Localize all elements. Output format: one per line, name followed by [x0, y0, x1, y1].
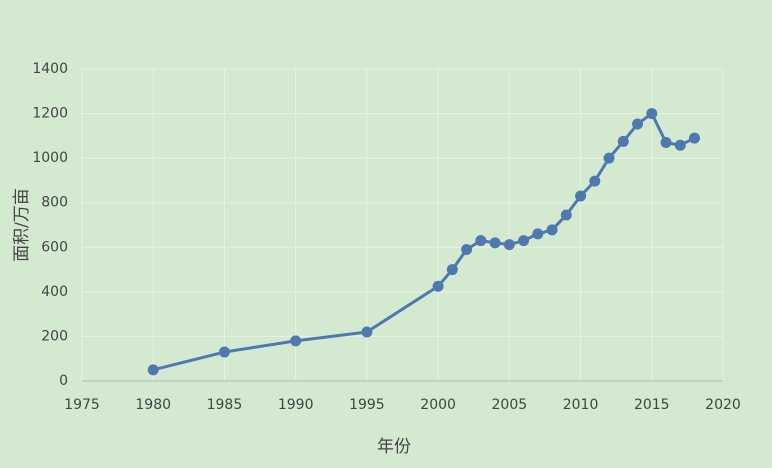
data-point [446, 264, 458, 276]
x-axis-label: 年份 [377, 437, 411, 457]
y-tick-label: 1000 [32, 150, 68, 166]
x-tick-label: 2020 [705, 397, 741, 413]
data-point [546, 224, 558, 236]
data-point [489, 237, 501, 249]
y-tick-label: 1200 [32, 106, 68, 122]
y-tick-label: 400 [41, 284, 68, 300]
data-point [147, 364, 159, 376]
x-tick-label: 2010 [563, 397, 599, 413]
x-tick-label: 2000 [420, 397, 456, 413]
x-tick-label: 1975 [64, 397, 100, 413]
plot: 0 200 400 600 800 1000 1200 1400 1975 1980 1985 199… [32, 61, 740, 413]
x-tick-label: 1980 [135, 397, 171, 413]
data-point [575, 190, 587, 202]
data-point [432, 280, 444, 292]
y-tick-label: 1400 [32, 61, 68, 77]
data-point [361, 326, 373, 338]
data-point [560, 209, 572, 221]
data-point [674, 139, 686, 151]
data-point [532, 228, 544, 240]
data-point [475, 235, 487, 247]
data-point [617, 135, 629, 147]
data-point [503, 239, 515, 251]
x-tick-label: 1990 [278, 397, 314, 413]
data-point [589, 175, 601, 187]
data-point [632, 118, 644, 130]
data-point [603, 152, 615, 164]
data-point [518, 235, 530, 247]
y-tick-label: 800 [41, 195, 68, 211]
x-tick-label: 1985 [207, 397, 243, 413]
data-point [689, 132, 701, 144]
data-point [461, 244, 473, 256]
x-tick-label: 1995 [349, 397, 385, 413]
x-tick-label: 2005 [492, 397, 528, 413]
data-point [290, 335, 302, 347]
data-point [218, 346, 230, 358]
data-point [660, 137, 672, 149]
y-tick-label: 200 [41, 328, 68, 344]
x-tick-label: 2015 [634, 397, 670, 413]
y-tick-label: 0 [59, 373, 68, 389]
data-point [646, 108, 658, 120]
y-axis-label: 面积/万亩 [12, 188, 32, 262]
y-tick-label: 600 [41, 239, 68, 255]
